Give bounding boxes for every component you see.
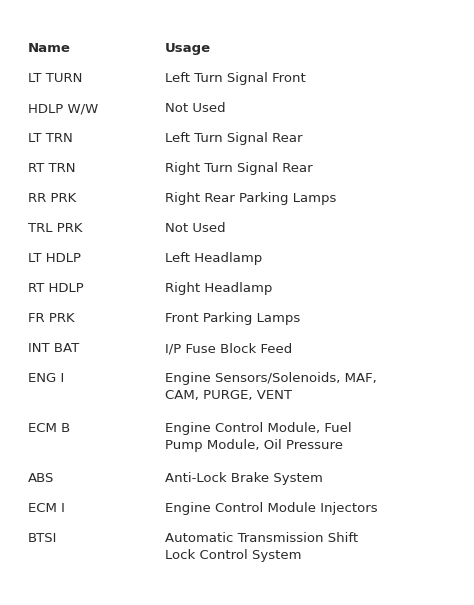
Text: Name: Name [28, 42, 71, 55]
Text: HDLP W/W: HDLP W/W [28, 102, 98, 115]
Text: RT HDLP: RT HDLP [28, 282, 84, 295]
Text: ECM B: ECM B [28, 422, 70, 435]
Text: Automatic Transmission Shift
Lock Control System: Automatic Transmission Shift Lock Contro… [165, 532, 358, 561]
Text: Engine Sensors/Solenoids, MAF,
CAM, PURGE, VENT: Engine Sensors/Solenoids, MAF, CAM, PURG… [165, 372, 377, 402]
Text: FR PRK: FR PRK [28, 312, 74, 325]
Text: ECM I: ECM I [28, 502, 65, 515]
Text: Front Parking Lamps: Front Parking Lamps [165, 312, 300, 325]
Text: ENG I: ENG I [28, 372, 64, 385]
Text: RR PRK: RR PRK [28, 192, 76, 205]
Text: Left Turn Signal Rear: Left Turn Signal Rear [165, 132, 302, 145]
Text: Not Used: Not Used [165, 102, 226, 115]
Text: TRL PRK: TRL PRK [28, 222, 82, 235]
Text: Right Turn Signal Rear: Right Turn Signal Rear [165, 162, 313, 175]
Text: Engine Control Module Injectors: Engine Control Module Injectors [165, 502, 378, 515]
Text: Not Used: Not Used [165, 222, 226, 235]
Text: I/P Fuse Block Feed: I/P Fuse Block Feed [165, 342, 292, 355]
Text: Engine Control Module, Fuel
Pump Module, Oil Pressure: Engine Control Module, Fuel Pump Module,… [165, 422, 352, 451]
Text: ABS: ABS [28, 472, 55, 485]
Text: Usage: Usage [165, 42, 211, 55]
Text: Right Rear Parking Lamps: Right Rear Parking Lamps [165, 192, 337, 205]
Text: BTSI: BTSI [28, 532, 57, 545]
Text: LT HDLP: LT HDLP [28, 252, 81, 265]
Text: LT TURN: LT TURN [28, 72, 82, 85]
Text: LT TRN: LT TRN [28, 132, 73, 145]
Text: RT TRN: RT TRN [28, 162, 75, 175]
Text: Left Turn Signal Front: Left Turn Signal Front [165, 72, 306, 85]
Text: Left Headlamp: Left Headlamp [165, 252, 262, 265]
Text: INT BAT: INT BAT [28, 342, 79, 355]
Text: Anti-Lock Brake System: Anti-Lock Brake System [165, 472, 323, 485]
Text: Right Headlamp: Right Headlamp [165, 282, 273, 295]
